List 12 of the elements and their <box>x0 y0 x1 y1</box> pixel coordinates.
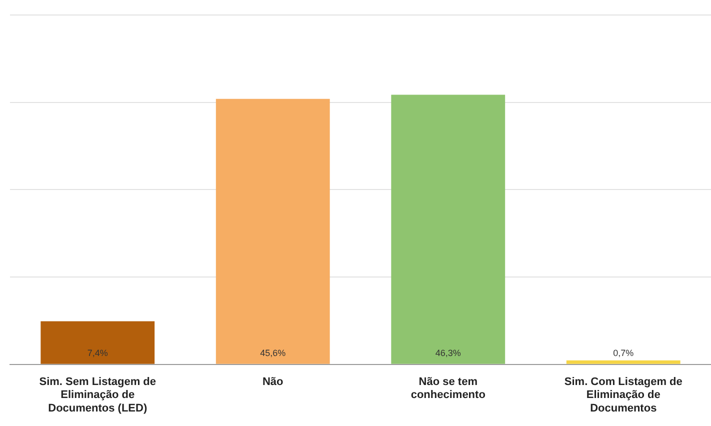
x-tick-label: Não <box>262 376 284 388</box>
bar <box>391 94 506 364</box>
data-label: 45,6% <box>260 348 286 358</box>
x-tick-label: Sim. Com Listagem de Eliminação de Documentos <box>564 376 682 414</box>
x-tick-label: Não se tem conhecimento <box>410 376 486 402</box>
data-label: 7,4% <box>87 348 108 358</box>
x-tick-label: Sim. Sem Listagem de Eliminação de Documentos (LED) <box>39 376 156 414</box>
bar <box>40 321 155 364</box>
bar <box>216 98 330 364</box>
data-label: 0,7% <box>613 348 634 358</box>
data-label: 46,3% <box>435 348 461 358</box>
bar <box>566 360 680 364</box>
